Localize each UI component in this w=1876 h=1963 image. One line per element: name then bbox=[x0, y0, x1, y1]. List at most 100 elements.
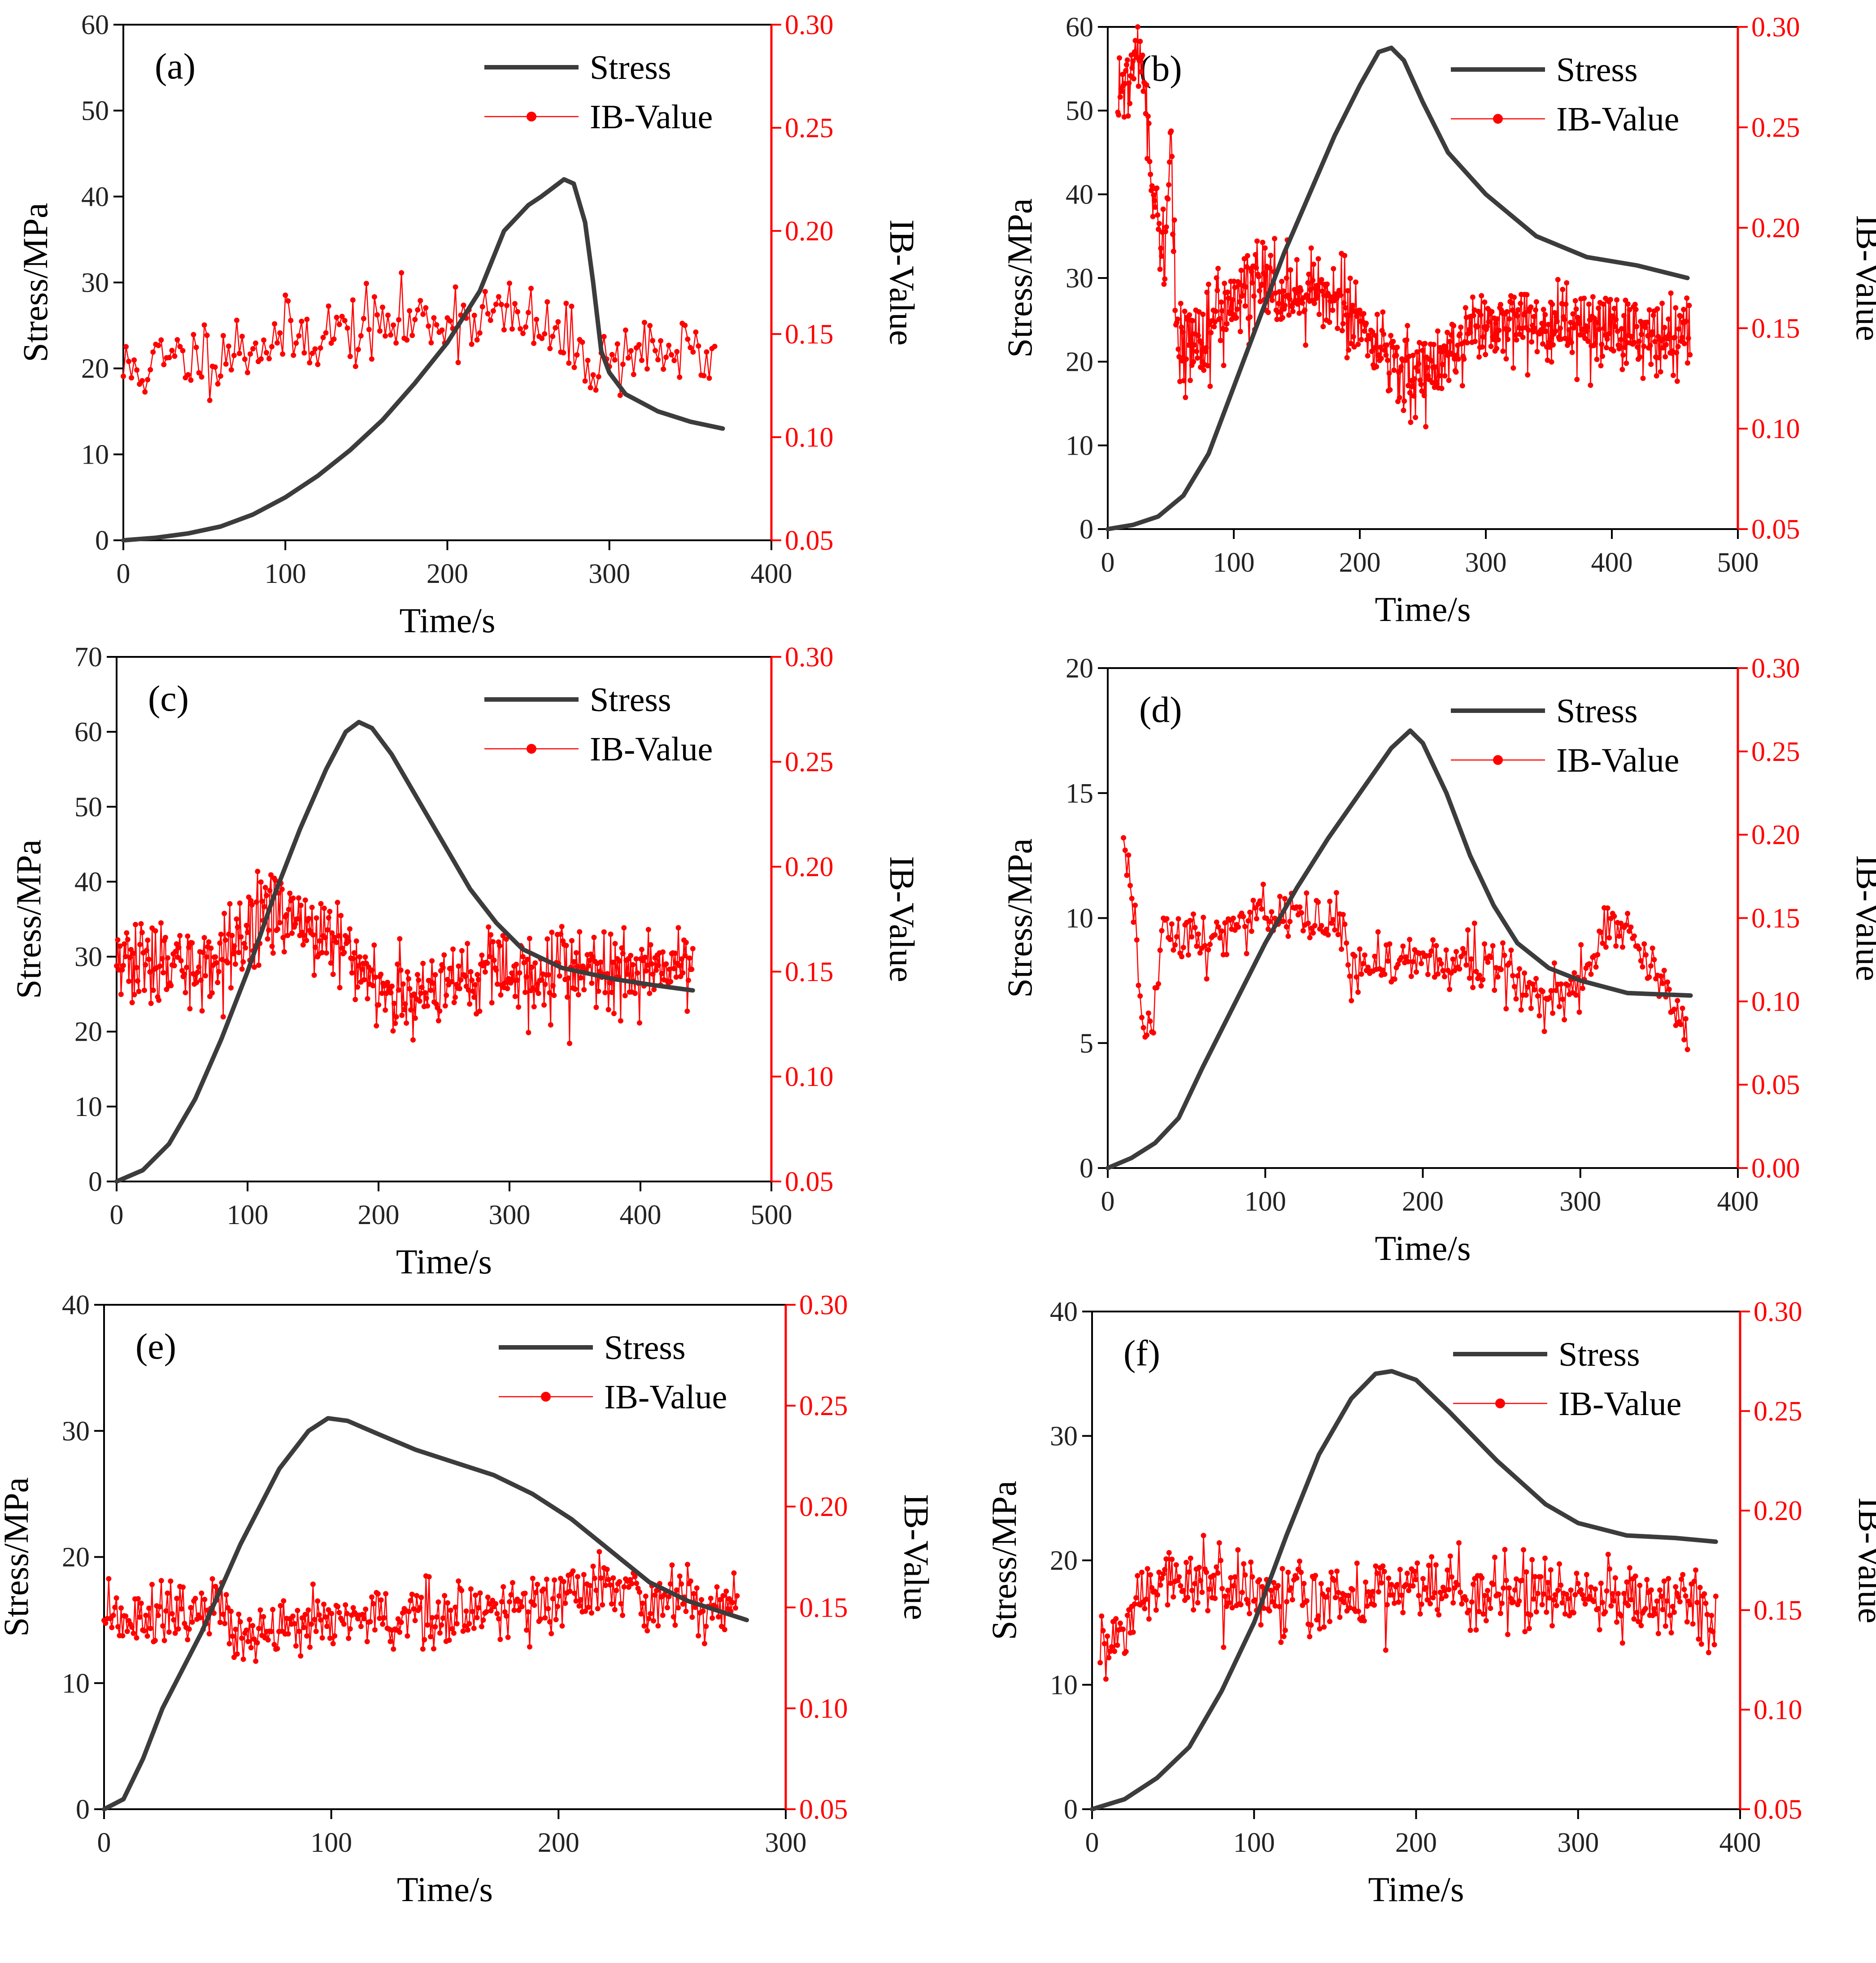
ib-value-point bbox=[1181, 378, 1187, 383]
ib-value-point bbox=[245, 929, 251, 935]
ib-value-point bbox=[266, 927, 272, 933]
ib-value-point bbox=[1101, 1641, 1107, 1646]
ib-value-point bbox=[1663, 354, 1668, 360]
ib-value-point bbox=[1372, 345, 1378, 351]
legend-stress-label: Stress bbox=[1556, 51, 1638, 89]
ib-value-point bbox=[273, 877, 278, 883]
ib-value-point bbox=[634, 1581, 640, 1586]
ib-value-point bbox=[1675, 344, 1681, 349]
ib-value-point bbox=[1571, 970, 1577, 976]
ib-value-point bbox=[1320, 324, 1326, 330]
ib-value-point bbox=[1390, 339, 1396, 344]
ib-value-point bbox=[1290, 308, 1296, 314]
ib-value-point bbox=[236, 1611, 242, 1617]
ib-value-point bbox=[1186, 342, 1192, 348]
ib-value-point bbox=[1455, 356, 1461, 362]
ib-value-point bbox=[186, 944, 192, 950]
ib-value-point bbox=[1544, 1609, 1550, 1615]
ib-value-point bbox=[1250, 898, 1256, 903]
ib-value-point bbox=[532, 960, 538, 966]
ib-value-point bbox=[398, 1620, 404, 1625]
ib-value-point bbox=[346, 1635, 352, 1641]
ib-value-point bbox=[1233, 315, 1239, 321]
ib-value-point bbox=[298, 903, 304, 908]
stress-line bbox=[114, 720, 695, 1184]
ib-value-point bbox=[644, 962, 650, 968]
ib-value-point bbox=[1267, 265, 1273, 271]
ib-value-point bbox=[165, 1590, 170, 1596]
x-tick-label: 400 bbox=[620, 1200, 662, 1230]
y-tick-label: 40 bbox=[62, 1290, 90, 1320]
ib-value-point bbox=[471, 1625, 477, 1631]
ib-value-point bbox=[199, 374, 205, 380]
ib-value-point bbox=[311, 972, 317, 978]
ib-value-point bbox=[169, 347, 175, 353]
ib-value-point bbox=[1319, 277, 1324, 282]
ib-value-point bbox=[293, 1643, 299, 1649]
ib-value-point bbox=[1539, 1602, 1545, 1607]
ib-value-point bbox=[366, 326, 372, 332]
ib-value-point bbox=[1225, 1587, 1231, 1593]
ib-value-point bbox=[1605, 1551, 1611, 1557]
ib-value-point bbox=[331, 336, 337, 342]
ib-value-point bbox=[1269, 297, 1275, 303]
ib-value-point bbox=[141, 1628, 147, 1634]
y-tick-label: 40 bbox=[1050, 1297, 1078, 1327]
ib-value-point bbox=[1500, 348, 1506, 354]
ib-value-point bbox=[1375, 1589, 1381, 1595]
ib-value-point bbox=[283, 292, 288, 298]
ib-value-point bbox=[1644, 319, 1650, 325]
ib-value-point bbox=[278, 1603, 283, 1608]
ib-value-point bbox=[462, 1623, 468, 1629]
ib-value-point bbox=[199, 1008, 205, 1014]
ib-value-point bbox=[693, 329, 699, 335]
ib-value-point bbox=[295, 1607, 300, 1613]
ib-value-point bbox=[1305, 921, 1311, 926]
ib-value-point bbox=[1681, 1586, 1687, 1592]
ib-value-point bbox=[358, 333, 364, 339]
ib-value-point bbox=[296, 895, 301, 901]
x-tick-label: 100 bbox=[1213, 547, 1255, 578]
ib-value-point bbox=[1274, 317, 1280, 322]
ib-value-point bbox=[353, 997, 358, 1003]
ib-value-point bbox=[606, 1576, 611, 1582]
ib-value-point bbox=[1404, 1571, 1410, 1576]
ib-value-point bbox=[1241, 1561, 1247, 1567]
ib-value-point bbox=[1711, 1642, 1717, 1647]
ib-value-point bbox=[1650, 313, 1656, 318]
ib-value-point bbox=[1548, 988, 1554, 994]
ib-value-point bbox=[1100, 1628, 1106, 1633]
ib-value-point bbox=[408, 1598, 414, 1603]
ib-value-point bbox=[428, 987, 434, 993]
ib-value-point bbox=[265, 1637, 271, 1643]
ib-value-point bbox=[502, 1609, 508, 1615]
ib-value-point bbox=[1434, 381, 1440, 387]
ib-value-point bbox=[330, 972, 336, 977]
ib-value-point bbox=[547, 1619, 553, 1624]
y2-axis-title: IB-Value bbox=[883, 856, 922, 982]
ib-value-point bbox=[1262, 245, 1268, 251]
x-tick-label: 200 bbox=[538, 1828, 579, 1858]
ib-value-point bbox=[1576, 321, 1582, 326]
ib-value-point bbox=[1530, 981, 1536, 987]
ib-value-point bbox=[1576, 1009, 1582, 1015]
ib-value-point bbox=[1597, 1627, 1602, 1633]
ib-value-point bbox=[465, 1627, 470, 1633]
ib-value-point bbox=[1374, 1570, 1380, 1576]
ib-value-point bbox=[192, 1596, 198, 1601]
ib-value-point bbox=[677, 1573, 683, 1579]
ib-value-point bbox=[1139, 1569, 1145, 1575]
ib-value-point bbox=[617, 958, 622, 964]
ib-value-point bbox=[1626, 928, 1632, 934]
y2-tick-label: 0.30 bbox=[785, 642, 834, 673]
ib-value-point bbox=[1672, 334, 1678, 340]
ib-value-point bbox=[1297, 904, 1303, 910]
ib-value-point bbox=[1478, 312, 1484, 318]
ib-value-point bbox=[1156, 221, 1162, 226]
ib-value-point bbox=[1511, 984, 1517, 990]
ib-value-point bbox=[131, 992, 137, 998]
ib-value-point bbox=[723, 1589, 729, 1594]
ib-value-point bbox=[690, 349, 696, 355]
ib-value-point bbox=[374, 1023, 379, 1029]
